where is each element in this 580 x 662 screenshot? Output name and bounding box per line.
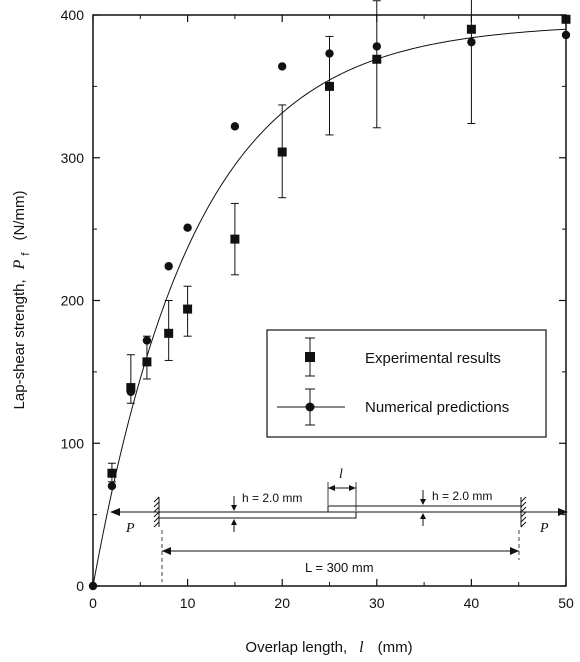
thickness-right-arrow-top: [420, 499, 426, 505]
x-tick-label: 0: [89, 595, 97, 611]
legend-exp-label: Experimental results: [365, 350, 501, 367]
experimental-point: [466, 24, 476, 34]
y-axis-title: Lap-shear strength, P f (N/mm): [11, 191, 33, 410]
legend: Experimental results Numerical predictio…: [266, 329, 547, 438]
numerical-point: [164, 262, 173, 271]
y-tick-label: 100: [61, 435, 85, 451]
thickness-right-arrow-bottom: [420, 513, 426, 519]
legend-exp-marker: [305, 352, 315, 362]
overlap-label: l: [339, 467, 343, 482]
experimental-point: [126, 383, 136, 393]
left-grip-hatch: [153, 496, 160, 528]
numerical-point: [88, 581, 98, 591]
numerical-point: [372, 42, 381, 51]
x-tick-label: 30: [369, 595, 385, 611]
right-adherend: [327, 505, 522, 513]
experimental-point: [230, 234, 240, 244]
right-load-label: P: [539, 521, 549, 536]
numerical-point: [183, 223, 192, 232]
thickness-left-arrow-top: [231, 505, 237, 511]
right-load-arrowhead: [558, 508, 568, 516]
numerical-point: [325, 49, 334, 58]
experimental-point: [325, 81, 334, 91]
numerical-point: [278, 62, 287, 71]
experimental-point: [372, 54, 382, 64]
x-tick-label: 10: [180, 595, 196, 611]
numerical-point: [230, 122, 240, 131]
specimen-schematic: P P h = 2.0 mm h = 2.0 mm l L = 300 mm: [110, 467, 568, 582]
numerical-markers: [88, 30, 571, 591]
y-axis-ticks: 0 100 200 300 400: [61, 7, 566, 594]
numerical-point: [126, 387, 136, 397]
legend-num-label: Numerical predictions: [365, 399, 509, 416]
legend-num-marker: [305, 402, 315, 412]
x-axis-title: Overlap length, l (mm): [245, 639, 412, 656]
experimental-point: [107, 468, 117, 478]
y-tick-label: 300: [61, 150, 85, 166]
experimental-point: [561, 14, 571, 24]
numerical-point: [467, 37, 476, 47]
x-tick-label: 40: [464, 595, 480, 611]
left-load-arrowhead: [110, 508, 120, 516]
experimental-point: [183, 304, 193, 314]
experimental-point: [277, 147, 287, 157]
y-tick-label: 200: [61, 293, 85, 309]
experimental-markers: [107, 14, 571, 478]
x-tick-label: 50: [558, 595, 574, 611]
thickness-left-label: h = 2.0 mm: [242, 491, 302, 505]
legend-box: [266, 329, 547, 438]
numerical-point: [142, 336, 152, 345]
x-tick-label: 20: [274, 595, 290, 611]
length-label: L = 300 mm: [305, 560, 374, 575]
thickness-right-label: h = 2.0 mm: [432, 489, 492, 503]
numerical-point: [107, 481, 117, 491]
numerical-point: [561, 30, 571, 40]
y-tick-label: 0: [76, 578, 84, 594]
experimental-point: [142, 357, 152, 367]
thickness-left-arrow-bottom: [231, 519, 237, 525]
y-tick-label: 400: [61, 7, 85, 23]
experimental-point: [164, 328, 174, 338]
left-adherend: [158, 511, 357, 519]
left-load-label: P: [125, 521, 135, 536]
